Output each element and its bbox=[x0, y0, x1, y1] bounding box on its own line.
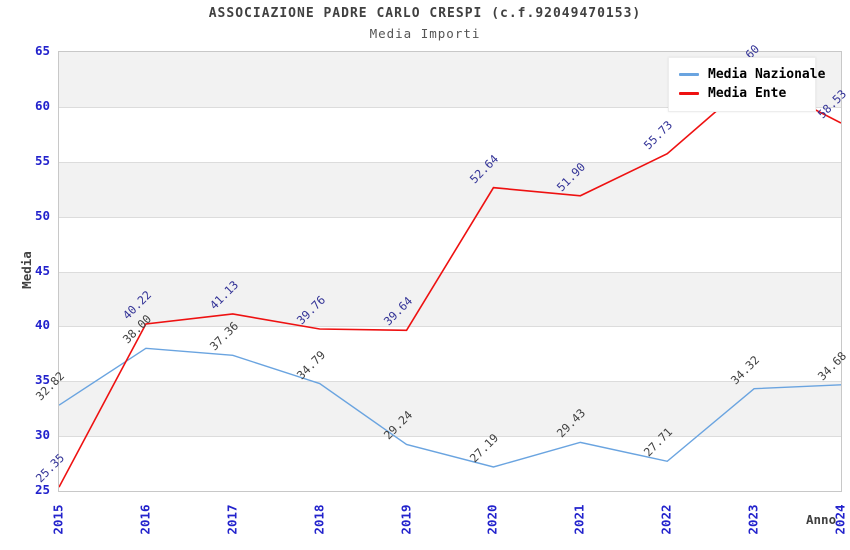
media-nazionale-line-swatch-icon bbox=[679, 73, 699, 76]
legend-label-media-ente: Media Ente bbox=[708, 86, 787, 101]
gridline bbox=[59, 436, 841, 438]
line-media-ente bbox=[59, 77, 841, 488]
plot-band bbox=[59, 216, 841, 272]
line-media-nazionale bbox=[59, 347, 841, 468]
plot-band bbox=[59, 436, 841, 491]
gridline bbox=[59, 106, 841, 108]
series-lines bbox=[59, 77, 841, 488]
gridline bbox=[59, 326, 841, 328]
y-tick-label: 45 bbox=[34, 262, 50, 278]
plot-band bbox=[59, 161, 841, 217]
x-tick-label: 2015 bbox=[50, 504, 66, 535]
x-tick-label: 2017 bbox=[224, 504, 240, 535]
plot-band bbox=[59, 381, 841, 437]
x-axis-title: Anno bbox=[806, 512, 837, 527]
y-tick-label: 60 bbox=[34, 97, 50, 113]
legend-item-media-ente: Media Ente bbox=[679, 84, 805, 103]
gridline bbox=[59, 271, 841, 273]
x-tick-label: 2020 bbox=[484, 504, 500, 535]
y-tick-label: 55 bbox=[34, 152, 50, 168]
y-tick-label: 50 bbox=[34, 207, 50, 223]
x-tick-label: 2023 bbox=[745, 504, 761, 535]
x-tick-label: 2022 bbox=[658, 504, 674, 535]
y-axis-title: Media bbox=[19, 251, 34, 289]
plot-area bbox=[58, 51, 842, 492]
y-tick-label: 25 bbox=[34, 482, 50, 497]
gridline bbox=[59, 161, 841, 163]
y-tick-label: 65 bbox=[34, 43, 50, 58]
chart-subtitle: Media Importi bbox=[369, 26, 481, 41]
y-tick-label: 30 bbox=[34, 427, 50, 443]
x-tick-label: 2021 bbox=[571, 504, 587, 535]
y-tick-label: 40 bbox=[34, 317, 50, 333]
y-tick-label: 35 bbox=[34, 372, 50, 388]
media-ente-line-swatch-icon bbox=[679, 92, 699, 95]
gridline bbox=[59, 216, 841, 218]
legend: Media Nazionale Media Ente bbox=[668, 57, 825, 112]
x-tick-label: 2019 bbox=[398, 504, 414, 535]
legend-item-media-nazionale: Media Nazionale bbox=[679, 65, 825, 84]
chart-title: ASSOCIAZIONE PADRE CARLO CRESPI (c.f.920… bbox=[208, 6, 642, 21]
x-tick-label: 2018 bbox=[311, 504, 327, 535]
plot-band bbox=[59, 326, 841, 382]
plot-band bbox=[59, 271, 841, 327]
legend-label-media-nazionale: Media Nazionale bbox=[708, 67, 826, 82]
x-tick-label: 2016 bbox=[137, 504, 153, 535]
gridline bbox=[59, 381, 841, 383]
